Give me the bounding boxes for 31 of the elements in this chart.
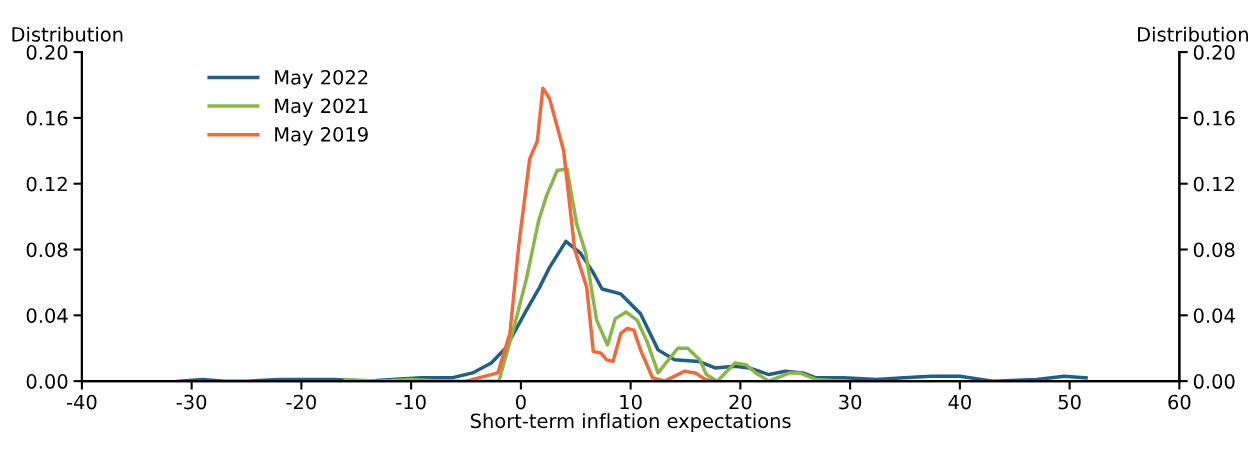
x-axis-title: Short-term inflation expectations	[470, 413, 791, 432]
x-tick-label: 50	[1058, 394, 1081, 410]
y2-tick-label: 0.04	[1193, 308, 1235, 323]
y2-tick-label: 0.00	[1193, 374, 1235, 389]
y2-tick-label: 0.12	[1193, 176, 1234, 192]
y-tick-label: 0.00	[26, 374, 68, 389]
line-series	[343, 167, 842, 382]
x-tick-label: 60	[1168, 394, 1191, 410]
y2-tick-label: 0.20	[1193, 45, 1235, 60]
x-tick-label: -30	[176, 394, 207, 410]
y-tick-label: 0.20	[26, 45, 68, 60]
y2-tick-label: 0.08	[1193, 242, 1235, 258]
y-tick-label: 0.08	[26, 242, 68, 258]
legend-label: May 2021	[275, 98, 368, 117]
line-series	[464, 86, 717, 382]
legend-label: May 2019	[275, 127, 368, 146]
x-tick-label: -40	[66, 394, 97, 410]
x-tick-label: -10	[396, 394, 426, 410]
x-tick-label: 40	[948, 394, 971, 410]
y-tick-label: 0.04	[26, 308, 68, 323]
y-axis-title: Distribution	[12, 26, 123, 42]
y-tick-label: 0.16	[26, 110, 68, 126]
y-tick-label: 0.12	[26, 176, 67, 192]
x-tick-label: -20	[286, 394, 316, 410]
x-tick-label: 30	[839, 394, 862, 410]
x-tick-label: 10	[620, 394, 642, 410]
legend-label: May 2022	[275, 69, 368, 89]
y2-axis-title: Distribution	[1138, 26, 1248, 42]
y2-tick-label: 0.16	[1193, 110, 1235, 126]
x-tick-label: 0	[515, 394, 526, 410]
x-tick-label: 20	[729, 394, 752, 410]
